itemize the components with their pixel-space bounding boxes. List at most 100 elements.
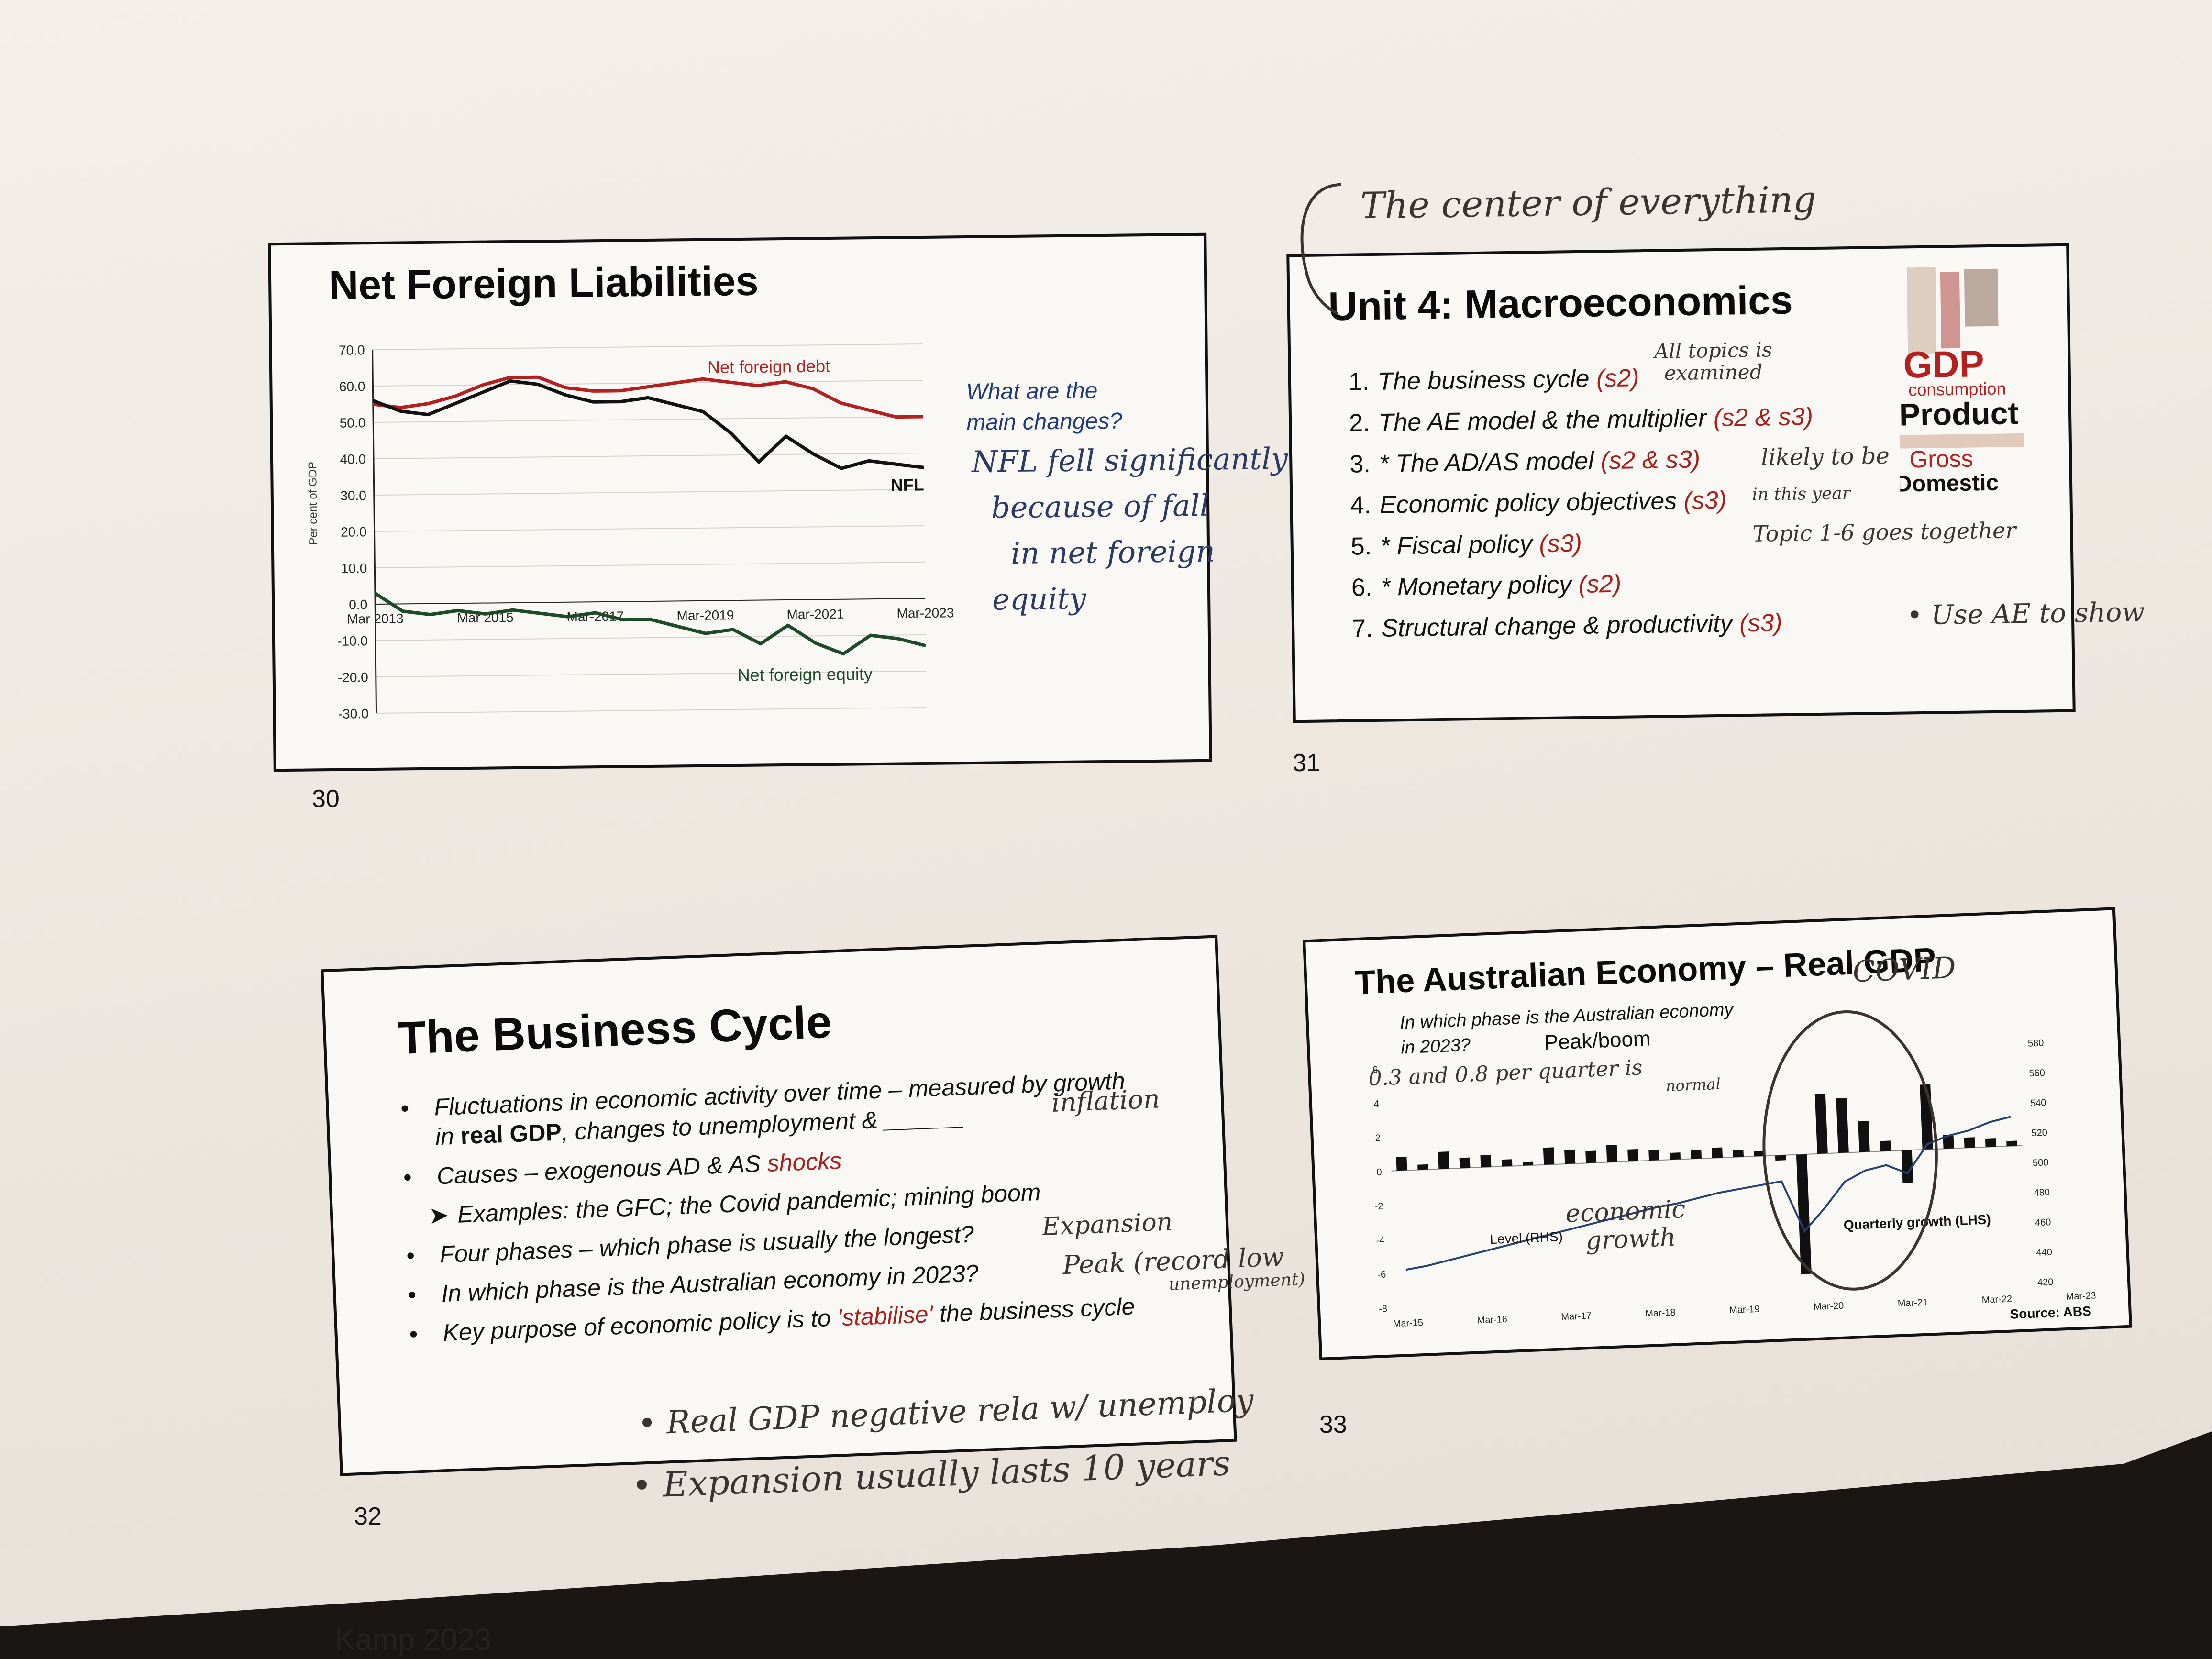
y-axis (372, 350, 377, 714)
y-tick-label-right: 420 (2037, 1277, 2054, 1288)
slide-number: 32 (354, 1503, 382, 1530)
bullet-highlight: shocks (766, 1147, 842, 1177)
growth-bar (1901, 1150, 1913, 1183)
slide-title: Unit 4: Macroeconomics (1328, 277, 1793, 329)
growth-bar (1459, 1157, 1471, 1168)
growth-bar (1691, 1150, 1702, 1159)
handwritten-line: because of fall (991, 487, 1210, 525)
wordcloud-word: GDP (1903, 343, 1984, 386)
growth-bar (1396, 1156, 1407, 1171)
y-tick-label: 10.0 (341, 561, 367, 576)
handwritten-note-real-gdp: • Real GDP negative rela w/ unemploy (637, 1382, 1254, 1442)
growth-bar (1523, 1161, 1534, 1166)
topic-number: 1. (1348, 368, 1370, 396)
y-tick-label-left: 2 (1375, 1133, 1381, 1143)
growth-bar (1814, 1094, 1828, 1154)
topic-tag: (s3) (1739, 609, 1783, 638)
y-tick-label-right: 500 (2033, 1157, 2049, 1168)
handwritten-note-year: in this year (1752, 484, 1851, 505)
bullet-highlight: 'stabilise' (837, 1300, 934, 1331)
topic-tag: (s3) (1539, 529, 1582, 558)
topic-number: 4. (1350, 491, 1371, 520)
wordcloud-word: Product (1899, 395, 2019, 432)
bullet-text: Key purpose of economic policy is to (442, 1304, 838, 1347)
y-tick-label-left: 4 (1373, 1099, 1379, 1109)
growth-bar (1480, 1155, 1492, 1168)
y-axis-label: Per cent of GDP (306, 462, 320, 545)
bullet-text: Causes – exogenous AD & AS (436, 1150, 768, 1190)
bullet-text: the business cycle (932, 1293, 1136, 1327)
growth-bar (1943, 1134, 1954, 1149)
growth-bar (1880, 1140, 1891, 1151)
series-label: Net foreign debt (708, 356, 830, 377)
handwritten-note-center: The center of everything (1360, 178, 1817, 227)
slide-title: Net Foreign Liabilities (328, 258, 759, 309)
topic-text: * The AD/AS model (1379, 447, 1594, 478)
handwritten-note-together: Topic 1-6 goes together (1752, 517, 2016, 547)
y-tick-label: -20.0 (338, 670, 368, 685)
y-tick-label-right: 560 (2029, 1068, 2045, 1079)
topic-number: 7. (1351, 615, 1373, 643)
y-tick-label: 20.0 (341, 524, 367, 540)
topic-item: 5. * Fiscal policy (s3) (1350, 520, 1815, 567)
growth-bar (1501, 1159, 1513, 1167)
bullet-bold: real GDP (460, 1118, 562, 1150)
growth-bar (1775, 1155, 1786, 1161)
y-tick-label-right: 460 (2035, 1217, 2051, 1228)
topic-text: Economic policy objectives (1379, 487, 1677, 519)
y-tick-label: 40.0 (340, 452, 366, 467)
topic-text: * Fiscal policy (1380, 530, 1533, 560)
topic-item: 3. * The AD/AS model (s2 & s3) (1349, 437, 1814, 485)
handwritten-line: equity (992, 581, 1086, 617)
gridline (373, 452, 924, 460)
slide-unit-4-macroeconomics: Unit 4: Macroeconomics 1. The business cy… (1286, 178, 2145, 723)
slide-title: The Business Cycle (397, 996, 833, 1064)
y-tick-label: 30.0 (340, 488, 366, 503)
growth-bar (1964, 1137, 1975, 1148)
gridline (376, 670, 926, 677)
handwritten-note-likely: likely to be (1760, 442, 1890, 471)
growth-bar (1836, 1098, 1849, 1153)
growth-bar (1858, 1121, 1870, 1152)
x-tick-label: Mar-22 (1981, 1294, 2012, 1306)
slide-australian-economy-real-gdp: The Australian Economy – Real GDP In whi… (1303, 907, 2132, 1360)
topic-tag: (s2 & s3) (1713, 403, 1814, 432)
topic-text: The AE model & the multiplier (1378, 404, 1707, 437)
growth-bar (1733, 1150, 1744, 1158)
y-tick-label-left: 6 (1372, 1064, 1378, 1075)
series-label: Net foreign equity (737, 664, 873, 685)
slide-net-foreign-liabilities: Net Foreign Liabilities 70.0 60.0 50.0 40.0… (268, 232, 1288, 772)
growth-bar (1712, 1147, 1723, 1158)
handwritten-bracket (1300, 183, 1341, 315)
y-tick-label-left: -4 (1376, 1235, 1385, 1246)
zero-line (1391, 1145, 2023, 1172)
gdp-wordcloud-image: GDP consumption Product Gross Domestic (1897, 267, 2024, 497)
handwritten-note-expansion: Expansion (1041, 1207, 1173, 1241)
growth-bar (1438, 1151, 1449, 1169)
handwritten-line: All topics is (1654, 338, 1772, 363)
topic-text: Structural change & productivity (1381, 609, 1733, 642)
growth-bar (2006, 1140, 2017, 1147)
handwritten-note-inflation: inflation (1051, 1084, 1161, 1118)
growth-bar (1585, 1150, 1597, 1163)
topic-number: 6. (1351, 574, 1372, 602)
handwritten-line: examined (1664, 360, 1763, 385)
source-label: Source: ABS (2010, 1303, 2092, 1322)
x-tick-label: Mar-15 (1393, 1317, 1423, 1328)
y-tick-label-right: 580 (2028, 1038, 2044, 1049)
x-tick-label: Mar-2019 (676, 608, 734, 623)
handwritten-circle (1762, 1010, 1938, 1291)
y-tick-label-left: -6 (1377, 1270, 1386, 1281)
nfl-line-chart: 70.0 60.0 50.0 40.0 30.0 20.0 10.0 0.0 -10.0 -20.… (306, 343, 954, 721)
series-label: NFL (890, 475, 924, 495)
bullet-text: In which phase is the Australian economy… (441, 1260, 979, 1307)
gridline (373, 416, 924, 423)
topic-number: 2. (1349, 409, 1370, 437)
topic-item: 7. Structural change & productivity (s3) (1352, 602, 1816, 650)
x-tick-label: Mar-16 (1477, 1314, 1507, 1326)
topic-number: 5. (1350, 532, 1372, 561)
growth-bar (1606, 1145, 1618, 1162)
x-tick-label: Mar-2023 (896, 605, 954, 620)
y-tick-label-right: 520 (2031, 1128, 2047, 1139)
growth-bar (1564, 1150, 1576, 1164)
